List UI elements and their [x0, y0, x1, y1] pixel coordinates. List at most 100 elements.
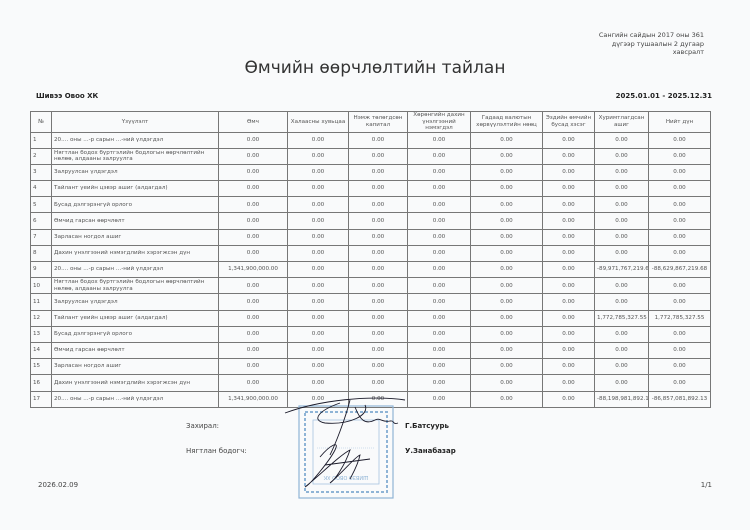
row-number: 12: [30, 309, 52, 327]
cell-value: 0.00: [218, 309, 288, 327]
cell-value: 0.00: [287, 341, 349, 360]
row-label: Бусад дэлгэрэнгүй орлого: [51, 325, 219, 343]
table-row: 4 Тайлант үеийн цэвэр ашиг (алдагдал) 0.00…: [30, 180, 711, 198]
cell-value: 0.00: [218, 147, 288, 165]
table-row: 3 Залруулсан үлдэгдэл 0.00 0.00 0.00 0.00 0.00…: [30, 163, 711, 182]
row-number: 17: [30, 390, 52, 408]
cell-value: 0.00: [348, 358, 408, 376]
row-label: 20.... оны ...-р сарын ...-ний үлдэгдэл: [51, 390, 219, 408]
row-label: Залруулсан үлдэгдэл: [51, 293, 219, 311]
column-header: Өмч: [218, 111, 288, 133]
cell-value: 0.00: [648, 147, 711, 165]
cell-value: 0.00: [407, 390, 471, 408]
cell-value: 0.00: [470, 325, 543, 343]
cell-value: 0.00: [470, 277, 543, 295]
cell-value: 0.00: [470, 212, 543, 230]
cell-value: 0.00: [287, 212, 349, 230]
row-number: 15: [30, 358, 52, 376]
cell-value: 0.00: [594, 163, 649, 182]
row-label: Дахин үнэлгээний нэмэгдлийн хэрэгжсэн дү…: [51, 374, 219, 392]
row-label: Зарласан ногдол ашиг: [51, 358, 219, 376]
cell-value: 0.00: [470, 358, 543, 376]
cell-value: 0.00: [287, 277, 349, 295]
note-line: хавсралт: [672, 48, 704, 56]
note-line: Сангийн сайдын 2017 оны 361: [598, 31, 704, 39]
column-header: Гадаад валютын хөрвүүлэлтийн нөөц: [470, 111, 543, 133]
column-header: №: [30, 111, 52, 133]
table-row: 8 Дахин үнэлгээний нэмэгдлийн хэрэгжсэн д…: [30, 244, 711, 263]
cell-value: 0.00: [470, 390, 543, 408]
cell-value: 0.00: [348, 309, 408, 327]
cell-value: 1,341,900,000.00: [218, 260, 288, 279]
column-header: Хөрөнгийн дахин үнэлгээний нэмэгдэл: [407, 111, 471, 133]
cell-value: 0.00: [470, 260, 543, 279]
column-header: Нэмж төлөгдсөн капитал: [348, 111, 408, 133]
table-row: 6 Өмчид гарсан өөрчлөлт 0.00 0.00 0.00 0.00 0.…: [30, 212, 711, 230]
cell-value: 0.00: [348, 260, 408, 279]
company-stamp: ШИВЭЭ ОВОО ХК: [298, 405, 394, 499]
cell-value: 0.00: [407, 260, 471, 279]
cell-value: 0.00: [287, 196, 349, 214]
cell-value: 0.00: [470, 244, 543, 263]
cell-value: 0.00: [594, 131, 649, 149]
cell-value: 0.00: [648, 196, 711, 214]
cell-value: 1,341,900,000.00: [218, 390, 288, 408]
row-label: Зарласан ногдол ашиг: [51, 228, 219, 246]
column-header: Хуримтлагдсан ашиг: [594, 111, 649, 133]
cell-value: 0.00: [648, 244, 711, 263]
cell-value: 0.00: [542, 374, 595, 392]
cell-value: 0.00: [348, 293, 408, 311]
column-header: Нийт дүн: [648, 111, 711, 133]
cell-value: 0.00: [407, 131, 471, 149]
cell-value: 0.00: [648, 358, 711, 376]
company-name: Шивээ Овоо ХК: [36, 92, 99, 100]
table-header-row: № Үзүүлэлт Өмч Халаасны хувьцаа Нэмж төлөгдс…: [30, 111, 711, 133]
cell-value: 0.00: [287, 293, 349, 311]
cell-value: 0.00: [542, 293, 595, 311]
cell-value: 0.00: [648, 163, 711, 182]
cell-value: 0.00: [287, 390, 349, 408]
row-label: Тайлант үеийн цэвэр ашиг (алдагдал): [51, 180, 219, 198]
table-row: 1 20.... оны ...-р сарын ...-ний үлдэгдэл…: [30, 131, 711, 149]
cell-value: 0.00: [542, 147, 595, 165]
cell-value: 0.00: [594, 293, 649, 311]
cell-value: 0.00: [542, 358, 595, 376]
report-title: Өмчийн өөрчлөлтийн тайлан: [244, 58, 506, 78]
cell-value: 1,772,785,327.55: [594, 309, 649, 327]
cell-value: 0.00: [218, 180, 288, 198]
accountant-label: Нягтлан бодогч:: [186, 447, 247, 455]
table-row: 15 Зарласан ногдол ашиг 0.00 0.00 0.00 0.00 0.…: [30, 358, 711, 376]
table-row: 2 Нягтлан бодох бүртгэлийн бодлогын өөрчл…: [30, 147, 711, 165]
row-label: 20.... оны ...-р сарын ...-ний үлдэгдэл: [51, 260, 219, 279]
table-row: 5 Бусад дэлгэрэнгүй орлого 0.00 0.00 0.00 0.0…: [30, 196, 711, 214]
cell-value: 0.00: [648, 180, 711, 198]
row-number: 11: [30, 293, 52, 311]
cell-value: 0.00: [348, 180, 408, 198]
cell-value: 0.00: [648, 212, 711, 230]
cell-value: 0.00: [218, 244, 288, 263]
cell-value: 0.00: [542, 325, 595, 343]
cell-value: 0.00: [287, 180, 349, 198]
column-header: Үзүүлэлт: [51, 111, 219, 133]
table-row: 9 20.... оны ...-р сарын ...-ний үлдэгдэл…: [30, 260, 711, 279]
cell-value: 0.00: [470, 228, 543, 246]
row-label: 20.... оны ...-р сарын ...-ний үлдэгдэл: [51, 131, 219, 149]
director-label: Захирал:: [186, 422, 220, 430]
cell-value: 0.00: [218, 293, 288, 311]
row-number: 1: [30, 131, 52, 149]
print-date: 2026.02.09: [38, 481, 79, 489]
row-number: 7: [30, 228, 52, 246]
row-label: Тайлант үеийн цэвэр ашиг (алдагдал): [51, 309, 219, 327]
cell-value: 0.00: [648, 277, 711, 295]
decree-reference-note: Сангийн сайдын 2017 оны 361 дүгээр тушаа…: [599, 31, 704, 57]
cell-value: 0.00: [470, 163, 543, 182]
cell-value: -88,629,867,219.68: [648, 260, 711, 279]
cell-value: 0.00: [470, 180, 543, 198]
cell-value: 0.00: [648, 341, 711, 360]
cell-value: 0.00: [648, 131, 711, 149]
cell-value: 0.00: [348, 196, 408, 214]
cell-value: 0.00: [594, 325, 649, 343]
cell-value: 0.00: [407, 277, 471, 295]
cell-value: 0.00: [542, 131, 595, 149]
cell-value: 0.00: [407, 228, 471, 246]
